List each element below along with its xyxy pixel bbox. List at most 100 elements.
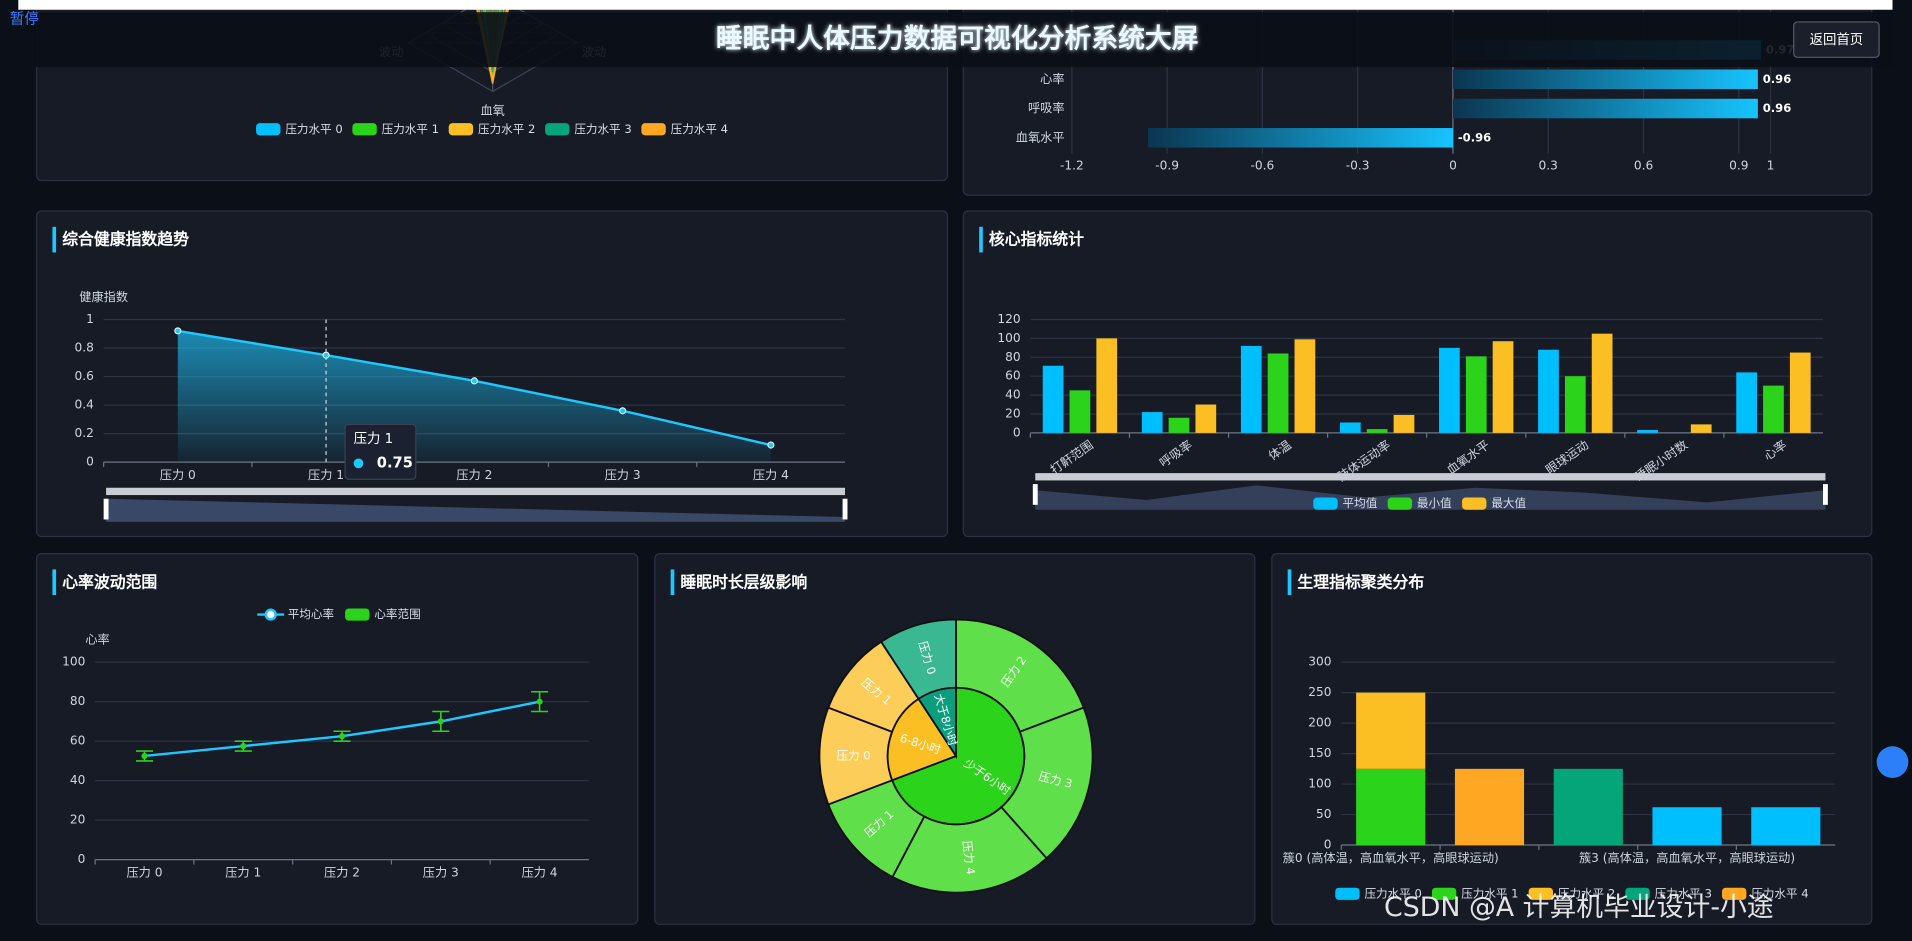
bar <box>1366 429 1388 433</box>
y-tick-label: 1 <box>86 312 94 326</box>
y-tick-label: 60 <box>1005 369 1021 383</box>
legend-swatch <box>545 123 570 136</box>
bar <box>1148 128 1453 148</box>
point <box>437 718 444 725</box>
y-tick-label: 100 <box>997 331 1020 345</box>
bar <box>1267 353 1289 433</box>
panel-title: 综合健康指数趋势 <box>62 230 189 249</box>
bar <box>1690 424 1712 433</box>
radar-indicator: 血氧 <box>480 103 504 117</box>
bar <box>1763 385 1784 433</box>
y-tick-label: 120 <box>997 312 1020 326</box>
pause[interactable]: 暂停 <box>10 11 39 28</box>
header-bar <box>34 12 1893 68</box>
bar <box>1141 412 1163 433</box>
bar <box>1452 98 1758 119</box>
value-label: -0.96 <box>1458 130 1491 144</box>
legend-label: 心率范围 <box>374 607 420 621</box>
x-tick-label: -0.6 <box>1251 158 1275 172</box>
y-tick-label: 150 <box>1308 746 1331 760</box>
y-tick-label: 100 <box>1308 777 1331 791</box>
point <box>619 407 627 415</box>
bar <box>1736 372 1757 433</box>
x-tick-label: 压力 4 <box>753 468 789 482</box>
watermark: CSDN @A 计算机毕业设计-小途 <box>1384 892 1774 923</box>
legend-swatch <box>448 123 474 136</box>
x-tick-label: 0.6 <box>1634 158 1653 172</box>
y-tick-label: 60 <box>70 734 86 748</box>
x-tick-label: -0.9 <box>1155 158 1179 172</box>
point <box>470 377 478 385</box>
segment-label: 压力 0 <box>836 749 870 763</box>
y-tick-label: 20 <box>1005 406 1021 420</box>
x-tick-label: 0.9 <box>1729 158 1748 172</box>
y-tick-label: 100 <box>62 655 85 669</box>
title-accent <box>1287 569 1292 596</box>
legend-label: 压力水平 3 <box>1655 886 1712 900</box>
y-tick-label: 250 <box>1308 685 1331 699</box>
legend-label: 最小值 <box>1417 496 1452 510</box>
bar <box>1789 352 1811 433</box>
side-toggle[interactable] <box>1876 746 1909 778</box>
y-tick-label: 40 <box>70 773 86 787</box>
zoom-preview <box>106 498 846 522</box>
legend-label: 压力水平 2 <box>1558 886 1615 900</box>
zoom-handle <box>103 498 109 520</box>
x-tick-label: 压力 0 <box>160 468 196 482</box>
title-accent <box>979 226 983 253</box>
zoom-handle <box>842 498 848 520</box>
tooltip-value: 0.75 <box>377 454 413 471</box>
panel <box>962 210 1873 538</box>
legend-label: 压力水平 3 <box>574 122 631 136</box>
value-label: 0.96 <box>1763 101 1792 115</box>
x-tick-label: 0 <box>1449 158 1457 172</box>
value-label: 0.96 <box>1763 72 1792 86</box>
legend-label: 平均心率 <box>288 607 334 621</box>
segment-label: 压力 4 <box>960 840 978 876</box>
legend-label: 压力水平 0 <box>1364 886 1421 900</box>
legend-swatch <box>1387 497 1413 510</box>
x-tick-label: 压力 4 <box>522 866 558 880</box>
bar <box>1454 768 1525 846</box>
inner-segment <box>890 686 1026 826</box>
point <box>338 733 346 740</box>
legend-label: 压力水平 1 <box>382 122 439 136</box>
legend-label: 压力水平 1 <box>1461 886 1518 900</box>
point <box>536 698 543 705</box>
x-tick-label: 压力 3 <box>605 468 641 482</box>
legend-label: 压力水平 2 <box>478 122 535 136</box>
y-tick-label: 300 <box>1308 655 1331 669</box>
zoom-handle <box>1822 484 1828 505</box>
legend-swatch <box>1625 887 1650 900</box>
y-tick-label: 0.8 <box>75 341 94 355</box>
legend-label: 最大值 <box>1491 496 1526 510</box>
y-tick-label: 40 <box>1005 388 1021 402</box>
page-title: 睡眠中人体压力数据可视化分析系统大屏 <box>716 23 1199 55</box>
y-axis-title: 心率 <box>85 632 109 647</box>
inner-segment <box>886 697 958 782</box>
bar <box>1492 341 1514 433</box>
inner-segment <box>917 686 957 760</box>
zoom-preview <box>1035 485 1826 510</box>
y-tick-label: 50 <box>1316 807 1332 821</box>
bar <box>1339 422 1361 433</box>
title-accent <box>52 569 57 596</box>
panel-title: 心率波动范围 <box>62 572 157 591</box>
y-axis-title: 健康指数 <box>79 289 128 304</box>
panel-title: 生理指标聚类分布 <box>1297 572 1424 591</box>
point <box>141 752 148 760</box>
zoom-track <box>1035 473 1826 481</box>
back-button[interactable] <box>1793 21 1880 58</box>
bar <box>1465 356 1487 433</box>
legend-swatch <box>1431 887 1457 900</box>
point <box>240 743 247 750</box>
bar <box>1538 349 1559 433</box>
bar <box>1294 339 1316 433</box>
legend-marker <box>264 608 277 621</box>
bar <box>1393 414 1415 433</box>
zoom-handle <box>1032 484 1038 505</box>
legend-label: 压力水平 0 <box>285 122 342 136</box>
title-accent <box>670 569 675 596</box>
bar <box>1356 692 1426 769</box>
back-button-label[interactable]: 返回首页 <box>1810 32 1864 48</box>
